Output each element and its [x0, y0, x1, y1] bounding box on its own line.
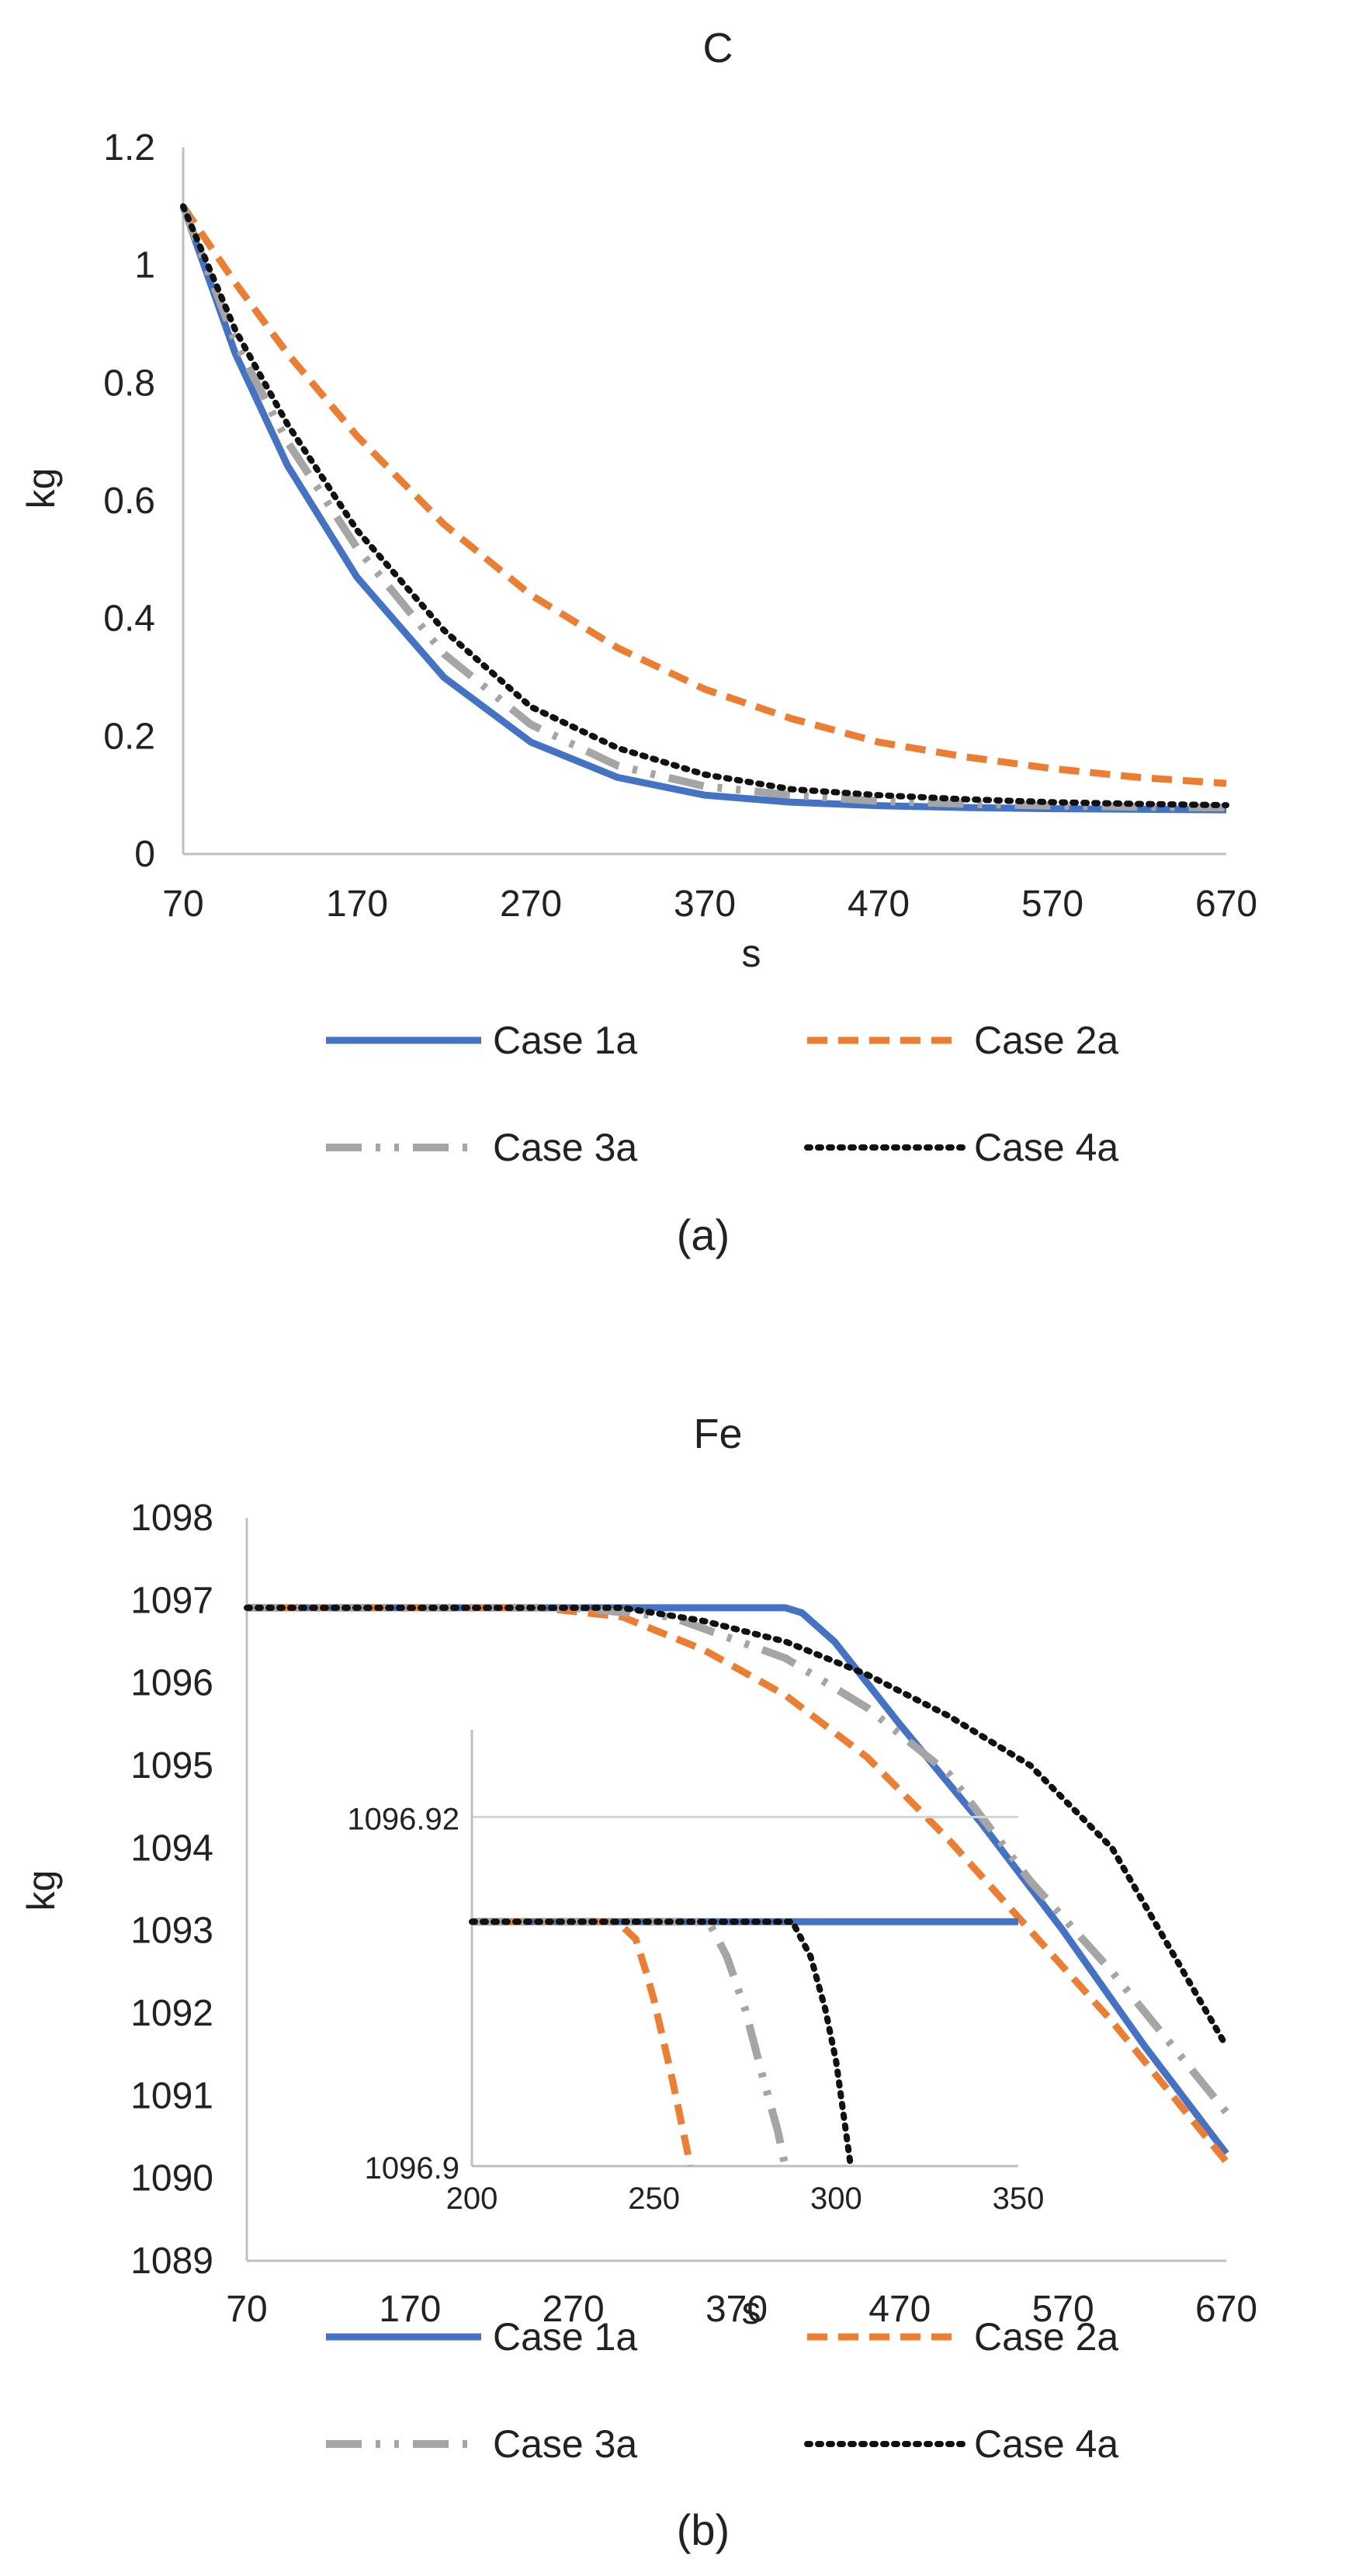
inset-series-case-4a — [469, 1918, 855, 2169]
y-tick-label-a: 0 — [134, 834, 155, 875]
x-tick-label-a: 370 — [674, 884, 736, 925]
y-tick-label-b: 1098 — [130, 1498, 213, 1539]
y-tick-label-b: 1093 — [130, 1911, 213, 1952]
x-tick-label-a: 670 — [1195, 884, 1257, 925]
x-tick-label-a: 70 — [162, 884, 203, 925]
legend-a: Case 1a Case 2a Case 3a Case 4a — [326, 1019, 1118, 1169]
y-tick-labels-b: 1089 1090 1091 1092 1093 1094 1095 1096 1097 1098 — [130, 1498, 213, 2282]
y-tick-label-a: 0.2 — [103, 716, 155, 757]
y-tick-label-b: 1091 — [130, 2075, 213, 2116]
inset-x-tick-label: 250 — [628, 2182, 680, 2216]
y-tick-label-b: 1090 — [130, 2158, 213, 2199]
inset-y-tick-label: 1096.92 — [347, 1802, 459, 1836]
a-series-case-2a — [180, 204, 1227, 787]
legend-b-label-case-4a: Case 4a — [974, 2422, 1118, 2466]
chart-title-a: C — [703, 25, 733, 71]
x-tick-label-b: 670 — [1195, 2289, 1257, 2330]
x-tick-label-a: 470 — [848, 884, 910, 925]
x-tick-label-b: 170 — [379, 2289, 441, 2330]
x-tick-label-b: 470 — [868, 2289, 931, 2330]
x-tick-label-b: 370 — [705, 2289, 768, 2330]
b-series-case-2a — [247, 1604, 1229, 2165]
legend-b-label-case-2a: Case 2a — [974, 2315, 1118, 2359]
x-tick-label-b: 570 — [1032, 2289, 1094, 2330]
inset-x-tick-labels: 200 250 300 350 — [446, 2182, 1045, 2216]
y-tick-label-a: 0.4 — [103, 599, 155, 640]
axes-a — [182, 148, 1226, 856]
x-tick-label-b: 70 — [226, 2289, 267, 2330]
inset-x-tick-label: 350 — [993, 2182, 1045, 2216]
x-tick-label-b: 270 — [543, 2289, 605, 2330]
inset-axes — [470, 1730, 1018, 2168]
chart-title-b: Fe — [693, 1411, 742, 1457]
legend-a-label-case-4a: Case 4a — [974, 1126, 1118, 1169]
y-tick-labels-a: 0 0.2 0.4 0.6 0.8 1 1.2 — [103, 127, 155, 875]
y-axis-label-b: kg — [19, 1870, 63, 1911]
chart-panel-b: Fe 1089109010911092109310941095109610971… — [19, 1411, 1257, 2554]
inset-series-case-3a — [472, 1918, 789, 2168]
y-tick-label-a: 1 — [134, 245, 155, 286]
y-tick-label-a: 1.2 — [103, 127, 155, 168]
y-tick-label-b: 1094 — [130, 1828, 213, 1869]
x-tick-label-a: 570 — [1021, 884, 1083, 925]
inset-x-tick-label: 300 — [810, 2182, 862, 2216]
y-tick-label-b: 1092 — [130, 1993, 213, 2034]
panel-label-b: (b) — [677, 2505, 730, 2554]
x-axis-label-a: s — [742, 932, 761, 975]
b-series-case-4a — [244, 1604, 1229, 2050]
inset-x-tick-label: 200 — [446, 2182, 498, 2216]
legend-b-label-case-3a: Case 3a — [493, 2422, 637, 2466]
panel-label-a: (a) — [677, 1210, 730, 1259]
legend-b: Case 1a Case 2a Case 3a Case 4a — [326, 2315, 1118, 2466]
inset-series-case-2a — [472, 1918, 695, 2167]
legend-b-label-case-1a: Case 1a — [493, 2315, 637, 2359]
y-tick-label-b: 1095 — [130, 1745, 213, 1786]
x-tick-label-a: 170 — [326, 884, 388, 925]
axes-b — [245, 1518, 1226, 2262]
y-tick-label-a: 0.6 — [103, 481, 155, 522]
a-series-case-4a — [180, 203, 1229, 809]
legend-a-label-case-3a: Case 3a — [493, 1126, 637, 1169]
x-tick-labels-b: 70 170 270 370 470 570 670 — [226, 2289, 1257, 2330]
b-series-case-3a — [247, 1603, 1229, 2115]
inset-chart-b: 1096.9 1096.92 200 250 300 350 — [347, 1730, 1044, 2216]
b-series-case-1a — [247, 1604, 1229, 2156]
y-tick-label-b: 1097 — [130, 1580, 213, 1621]
y-tick-label-a: 0.8 — [103, 363, 155, 404]
x-tick-label-a: 270 — [500, 884, 562, 925]
y-axis-label-a: kg — [19, 468, 63, 509]
inset-y-tick-label: 1096.9 — [365, 2151, 459, 2185]
x-tick-labels-a: 70 170 270 370 470 570 670 — [162, 884, 1257, 925]
legend-a-label-case-1a: Case 1a — [493, 1019, 637, 1062]
chart-panel-a: C 0 0.2 0.4 0.6 0.8 1 1.2 70 170 270 370 470 570 670… — [19, 25, 1257, 1259]
a-series-case-3a — [179, 205, 1227, 812]
y-tick-label-b: 1096 — [130, 1663, 213, 1704]
x-axis-label-b: s — [742, 2289, 761, 2332]
legend-a-label-case-2a: Case 2a — [974, 1019, 1118, 1062]
series-lines-b — [244, 1603, 1229, 2165]
y-tick-label-b: 1089 — [130, 2241, 213, 2282]
inset-y-tick-labels: 1096.9 1096.92 — [347, 1802, 459, 2185]
inset-series-lines — [469, 1918, 1018, 2169]
series-lines-a — [179, 203, 1229, 814]
